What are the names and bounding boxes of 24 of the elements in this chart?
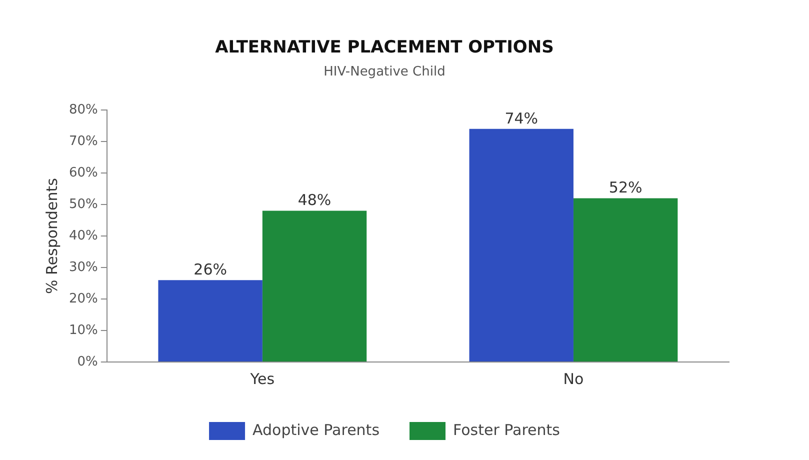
data-label: 26% [194, 260, 227, 278]
y-tick-label: 10% [68, 322, 98, 338]
y-tick-label: 80% [68, 102, 98, 118]
y-tick-label: 0% [77, 354, 98, 370]
y-tick-label: 60% [68, 165, 98, 180]
x-tick-label: Yes [249, 370, 275, 388]
data-label: 52% [608, 178, 642, 197]
y-tick-label: 20% [68, 291, 98, 306]
bar [158, 280, 262, 362]
legend-label: Adoptive Parents [252, 420, 380, 439]
chart-title: ALTERNATIVE PLACEMENT OPTIONS [215, 38, 554, 58]
y-tick-label: 30% [68, 260, 98, 275]
legend-label: Foster Parents [453, 420, 560, 439]
bar [469, 128, 574, 362]
data-label: 48% [298, 191, 332, 210]
chart-subtitle: HIV-Negative Child [324, 64, 446, 80]
y-tick-label: 50% [68, 196, 98, 212]
data-label: 74% [504, 109, 538, 128]
bar [573, 198, 678, 362]
y-tick-label: 70% [68, 134, 98, 149]
y-tick-label: 40% [68, 228, 98, 244]
bar [262, 210, 367, 362]
y-axis-title: % Respondents [42, 178, 61, 294]
x-tick-label: No [563, 370, 584, 388]
